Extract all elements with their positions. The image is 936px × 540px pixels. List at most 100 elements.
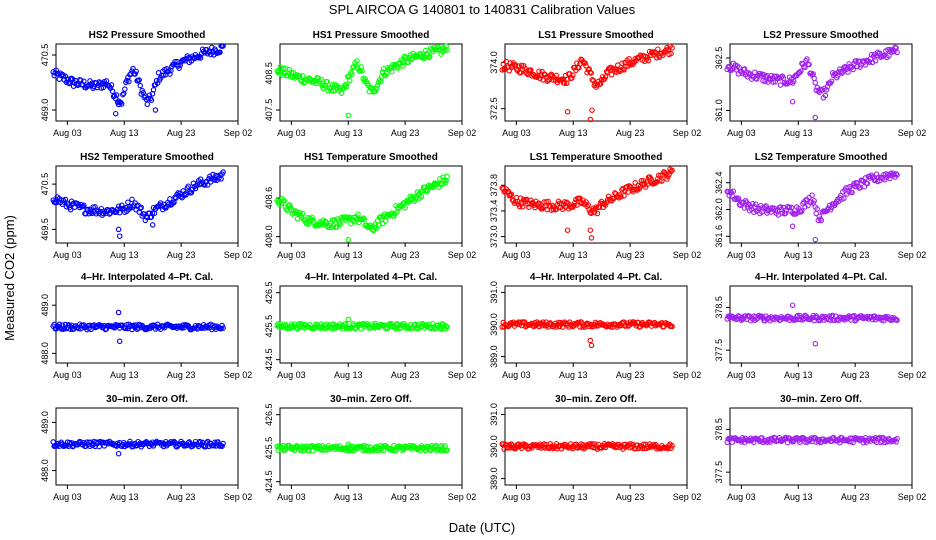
data-point xyxy=(118,101,125,107)
x-tick-label: Sep 02 xyxy=(224,492,253,502)
data-point xyxy=(730,188,737,195)
x-tick-label: Aug 23 xyxy=(391,128,420,138)
data-point xyxy=(171,199,177,206)
data-point xyxy=(179,325,185,331)
x-tick-label: Sep 02 xyxy=(898,250,927,260)
outlier-point xyxy=(345,112,352,119)
y-tick-label: 408.5 xyxy=(264,62,274,85)
outlier-point xyxy=(588,235,595,241)
data-point xyxy=(387,320,393,327)
data-point xyxy=(138,204,144,211)
data-point xyxy=(148,97,155,103)
x-tick-label: Aug 03 xyxy=(53,128,82,138)
data-point xyxy=(792,317,799,323)
data-point xyxy=(585,202,591,208)
data-point xyxy=(798,68,804,74)
data-point xyxy=(777,82,784,88)
x-tick-label: Aug 23 xyxy=(616,128,645,138)
data-point xyxy=(67,206,74,213)
data-series xyxy=(724,302,900,347)
panel-title: 4–Hr. Interpolated 4–Pt. Cal. xyxy=(530,272,662,283)
y-tick-label: 470.5 xyxy=(40,173,50,196)
data-point xyxy=(377,78,384,85)
data-point xyxy=(886,53,892,59)
panel-10: 4–Hr. Interpolated 4–Pt. Cal. Aug 03 Aug 1… xyxy=(264,272,476,380)
data-point xyxy=(619,60,625,67)
data-point xyxy=(602,74,609,80)
x-tick-label: Aug 13 xyxy=(784,370,813,380)
x-tick-label: Aug 23 xyxy=(167,128,196,138)
data-point xyxy=(347,77,353,84)
outlier-point xyxy=(587,116,594,123)
data-point xyxy=(636,444,643,450)
data-point xyxy=(798,209,804,215)
outlier-point xyxy=(115,226,122,233)
data-point xyxy=(400,63,406,69)
data-point xyxy=(563,199,570,206)
x-tick-label: Aug 13 xyxy=(110,492,139,502)
data-point xyxy=(108,82,115,88)
data-point xyxy=(860,439,867,446)
data-point xyxy=(191,441,198,448)
outlier-point xyxy=(812,114,819,121)
data-series xyxy=(274,173,450,243)
data-point xyxy=(751,209,757,215)
data-point xyxy=(644,181,651,187)
data-point xyxy=(658,172,664,179)
x-tick-label: Aug 13 xyxy=(110,370,139,380)
plot-frame xyxy=(729,285,913,364)
y-tick-label: 424.5 xyxy=(264,348,274,371)
data-point xyxy=(818,217,825,224)
data-point xyxy=(150,87,157,93)
x-tick-label: Aug 03 xyxy=(277,128,306,138)
data-point xyxy=(594,210,601,217)
outlier-point xyxy=(587,227,594,233)
data-point xyxy=(300,73,306,79)
panel-title: 30–min. Zero Off. xyxy=(106,394,188,405)
data-point xyxy=(344,83,350,90)
data-point xyxy=(300,210,306,217)
x-tick-label: Aug 23 xyxy=(391,492,420,502)
data-point xyxy=(811,198,817,204)
x-tick-label: Sep 02 xyxy=(898,492,927,502)
y-tick-label: 362.4 xyxy=(714,171,724,194)
y-tick-label: 390.0 xyxy=(489,313,499,336)
x-axis-label: Date (UTC) xyxy=(449,520,515,535)
data-point xyxy=(207,48,213,55)
data-point xyxy=(291,447,298,454)
data-point xyxy=(598,76,605,83)
figure-title: SPL AIRCOA G 140801 to 140831 Calibratio… xyxy=(329,2,636,17)
data-point xyxy=(515,63,522,69)
outlier-point xyxy=(589,107,595,113)
data-point xyxy=(306,221,312,227)
plot-frame xyxy=(729,165,913,244)
data-point xyxy=(280,65,287,72)
data-point xyxy=(170,439,176,446)
data-point xyxy=(275,320,281,327)
data-point xyxy=(81,202,87,209)
data-point xyxy=(284,73,291,79)
data-point xyxy=(185,183,192,189)
data-point xyxy=(367,84,374,91)
data-point xyxy=(80,203,86,209)
outlier-point xyxy=(115,309,122,316)
data-point xyxy=(864,180,871,187)
panel-title: HS2 Temperature Smoothed xyxy=(80,152,214,163)
data-point xyxy=(741,205,748,211)
outlier-point xyxy=(116,338,123,345)
data-point xyxy=(56,321,63,328)
data-point xyxy=(430,184,436,190)
data-point xyxy=(799,208,805,214)
x-tick-label: Aug 03 xyxy=(727,128,756,138)
data-point xyxy=(618,194,624,200)
data-point xyxy=(561,80,568,86)
data-point xyxy=(854,180,860,186)
data-point xyxy=(355,211,361,217)
y-tick-label: 469.5 xyxy=(40,218,50,241)
x-tick-label: Aug 23 xyxy=(616,492,645,502)
y-tick-label: 488.0 xyxy=(40,459,50,482)
data-point xyxy=(508,191,515,197)
x-tick-label: Aug 23 xyxy=(616,250,645,260)
x-tick-label: Aug 13 xyxy=(784,128,813,138)
data-point xyxy=(397,60,403,66)
